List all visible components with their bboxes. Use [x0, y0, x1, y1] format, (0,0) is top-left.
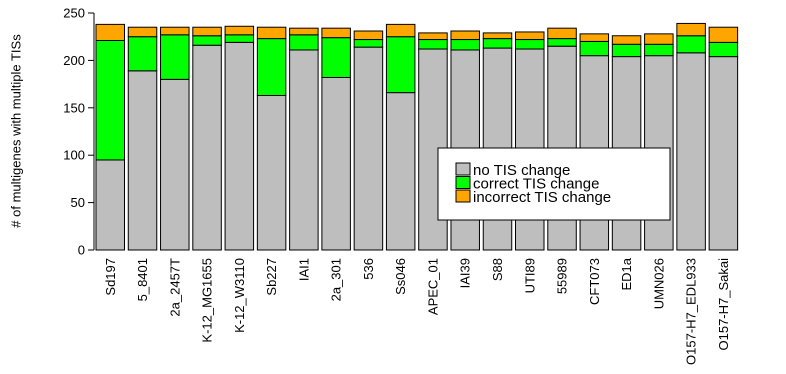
y-tick-label: 200: [63, 53, 85, 68]
bar-Ss046-correct-TIS-change: [385, 36, 416, 94]
bar-5_8401-correct-TIS-change: [127, 36, 158, 72]
bar-536-incorrect-TIS-change: [353, 30, 384, 41]
bar-IAI39-incorrect-TIS-change: [450, 30, 480, 41]
bar-55989-incorrect-TIS-change: [547, 27, 577, 40]
bar-Sd197-no-TIS-change: [95, 159, 125, 251]
bar-CFT073-correct-TIS-change: [579, 40, 610, 57]
bar-2a_301-incorrect-TIS-change: [321, 27, 351, 39]
bar-K-12_W3110-correct-TIS-change: [224, 34, 255, 43]
bar-Ss046-no-TIS-change: [385, 92, 416, 251]
bar-UTI89-correct-TIS-change: [515, 39, 545, 50]
bar-2a_2457T-incorrect-TIS-change: [160, 26, 190, 36]
x-tick-label: 5_8401: [135, 258, 150, 301]
x-tick-label: IAI1: [296, 258, 311, 281]
legend-swatch-incorrect-TIS-change: [455, 189, 471, 203]
y-tick-label: 100: [63, 148, 85, 163]
bar-O157-H7_EDL933-incorrect-TIS-change: [676, 22, 706, 37]
bar-Ss046-incorrect-TIS-change: [385, 23, 416, 38]
y-tick-label: 50: [71, 195, 85, 210]
x-axis-labels: Sd197 5_8401 2a_2457T K-12_MG1655 K-12_W3110…: [103, 257, 731, 365]
bar-536-correct-TIS-change: [353, 39, 384, 48]
bar-Sb227-no-TIS-change: [256, 94, 287, 251]
bar-55989-correct-TIS-change: [547, 38, 577, 47]
bar-CFT073-incorrect-TIS-change: [579, 33, 610, 42]
y-tick-label: 0: [78, 243, 85, 258]
x-tick-label: IAI39: [458, 258, 473, 288]
bar-IAI1-no-TIS-change: [289, 49, 319, 251]
bar-APEC_01-correct-TIS-change: [418, 39, 448, 50]
bar-O157-H7_Sakai-incorrect-TIS-change: [708, 26, 739, 43]
x-tick-label: UMN026: [651, 258, 666, 309]
bar-K-12_MG1655-no-TIS-change: [192, 44, 222, 251]
y-tick-label: 150: [63, 100, 85, 115]
bar-Sb227-correct-TIS-change: [256, 38, 287, 96]
x-tick-label: O157-H7_EDL933: [684, 258, 699, 365]
x-tick-label: S88: [490, 258, 505, 281]
bar-K-12_MG1655-incorrect-TIS-change: [192, 26, 222, 37]
bar-S88-correct-TIS-change: [482, 38, 513, 49]
bar-K-12_MG1655-correct-TIS-change: [192, 35, 222, 46]
y-tick-label: 250: [63, 6, 85, 21]
x-tick-label: O157-H7_Sakai: [716, 258, 731, 351]
bar-IAI1-correct-TIS-change: [289, 34, 319, 51]
legend-label: incorrect TIS change: [473, 189, 611, 206]
bar-ED1a-correct-TIS-change: [611, 43, 642, 58]
x-tick-label: 2a_301: [329, 258, 344, 301]
bar-APEC_01-incorrect-TIS-change: [418, 32, 448, 41]
bar-Sd197-correct-TIS-change: [95, 39, 125, 161]
bar-5_8401-no-TIS-change: [127, 70, 158, 251]
bar-K-12_W3110-incorrect-TIS-change: [224, 25, 255, 36]
bar-5_8401-incorrect-TIS-change: [127, 26, 158, 38]
legend-swatch-correct-TIS-change: [455, 176, 471, 189]
y-axis: 0 50 100 150 200 250: [63, 6, 95, 258]
legend-box: [437, 147, 671, 221]
x-tick-label: APEC_01: [425, 258, 440, 315]
x-tick-label: CFT073: [587, 258, 602, 305]
x-tick-label: 2a_2457T: [167, 258, 182, 317]
legend-swatch-no-TIS-change: [455, 162, 471, 176]
x-tick-label: K-12_W3110: [232, 258, 247, 333]
bar-UTI89-incorrect-TIS-change: [515, 31, 545, 41]
bar-2a_2457T-no-TIS-change: [160, 78, 190, 251]
x-tick-label: Ss046: [393, 258, 408, 295]
legend-label: correct TIS change: [473, 176, 599, 193]
bar-2a_2457T-correct-TIS-change: [160, 34, 190, 80]
bar-ED1a-incorrect-TIS-change: [611, 35, 642, 45]
bar-UMN026-incorrect-TIS-change: [644, 33, 674, 45]
bar-2a_301-no-TIS-change: [321, 76, 351, 251]
bar-Sb227-incorrect-TIS-change: [256, 26, 287, 40]
x-tick-label: K-12_MG1655: [200, 258, 215, 343]
bar-Sd197-incorrect-TIS-change: [95, 23, 125, 41]
x-tick-label: UTI89: [522, 258, 537, 293]
bar-O157-H7_EDL933-correct-TIS-change: [676, 35, 706, 54]
x-tick-label: Sd197: [103, 258, 118, 296]
bar-O157-H7_Sakai-correct-TIS-change: [708, 41, 739, 58]
bar-O157-H7_EDL933-no-TIS-change: [676, 52, 706, 251]
bar-2a_301-correct-TIS-change: [321, 37, 351, 78]
bar-IAI39-correct-TIS-change: [450, 39, 480, 51]
y-axis-title: # of multigenes with multiple TISs: [8, 34, 23, 228]
bar-O157-H7_Sakai-no-TIS-change: [708, 56, 739, 251]
bar-536-no-TIS-change: [353, 46, 384, 251]
bar-K-12_W3110-no-TIS-change: [224, 41, 255, 251]
x-tick-label: Sb227: [264, 258, 279, 296]
x-tick-label: 536: [361, 258, 376, 280]
bar-IAI1-incorrect-TIS-change: [289, 27, 319, 36]
bar-UMN026-correct-TIS-change: [644, 43, 674, 57]
bar-S88-incorrect-TIS-change: [482, 32, 513, 40]
x-tick-label: ED1a: [619, 257, 634, 290]
legend-label: no TIS change: [473, 162, 570, 179]
x-tick-label: 55989: [555, 258, 570, 294]
